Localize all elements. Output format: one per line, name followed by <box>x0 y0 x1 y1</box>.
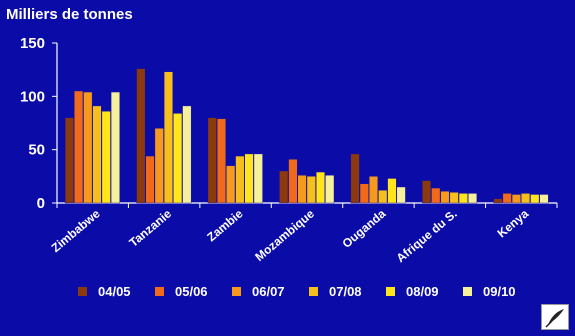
bar-09-10-zimbabwe <box>110 91 120 204</box>
bar-07-08-kenya <box>521 193 531 204</box>
bar-04-05-ouganda <box>350 153 360 204</box>
legend-swatch <box>463 287 472 296</box>
bar-08-09-tanzanie <box>173 113 183 204</box>
bar-04-05-afrique-du-s- <box>422 180 432 204</box>
bar-07-08-tanzanie <box>163 71 173 204</box>
bar-04-05-tanzanie <box>136 68 146 204</box>
bar-09-10-mozambique <box>325 175 335 204</box>
bar-07-08-ouganda <box>378 189 388 204</box>
legend-label: 09/10 <box>483 284 516 299</box>
bar-06-07-tanzanie <box>154 128 164 204</box>
x-category-label: Afrique du S. <box>394 207 460 266</box>
bar-05-06-tanzanie <box>145 155 155 204</box>
x-category-label: Tanzanie <box>126 206 174 249</box>
bar-05-06-ouganda <box>359 183 369 204</box>
legend-swatch <box>309 287 318 296</box>
x-category-label: Zambie <box>204 206 245 244</box>
legend-swatch <box>78 287 87 296</box>
y-tick-label: 50 <box>28 142 45 159</box>
bar-04-05-zambie <box>207 117 217 204</box>
legend-label: 07/08 <box>329 284 362 299</box>
bar-09-10-ouganda <box>396 186 406 204</box>
bar-08-09-afrique-du-s- <box>458 193 468 204</box>
leaf-stamp-icon <box>541 304 569 330</box>
legend-label: 08/09 <box>406 284 439 299</box>
legend-label: 04/05 <box>98 284 131 299</box>
bar-07-08-zimbabwe <box>92 105 102 204</box>
bar-07-08-afrique-du-s- <box>449 192 459 204</box>
bar-05-06-afrique-du-s- <box>431 187 441 204</box>
x-category-label: Zimbabwe <box>49 206 103 255</box>
bar-07-08-zambie <box>235 155 245 204</box>
bar-05-06-mozambique <box>288 159 298 204</box>
bar-04-05-kenya <box>493 198 503 204</box>
legend-swatch <box>386 287 395 296</box>
legend-label: 05/06 <box>175 284 208 299</box>
y-tick-label: 100 <box>20 88 45 105</box>
logo-graphic <box>545 309 564 328</box>
x-category-label: Ouganda <box>340 206 389 250</box>
bar-05-06-zambie <box>216 118 226 204</box>
bar-08-09-mozambique <box>316 171 326 204</box>
bar-06-07-mozambique <box>297 175 307 204</box>
bar-08-09-zimbabwe <box>101 111 111 204</box>
legend-swatch <box>155 287 164 296</box>
bar-06-07-zimbabwe <box>83 91 93 204</box>
bar-05-06-kenya <box>502 193 512 204</box>
bar-06-07-ouganda <box>369 176 379 204</box>
bar-09-10-kenya <box>539 194 549 204</box>
y-tick-label: 150 <box>20 35 45 52</box>
bar-06-07-afrique-du-s- <box>440 191 450 204</box>
bar-06-07-kenya <box>511 194 521 204</box>
bar-09-10-zambie <box>253 153 263 204</box>
bar-04-05-zimbabwe <box>64 117 74 204</box>
y-axis-unit-label: Milliers de tonnes <box>6 6 133 23</box>
legend-swatch <box>232 287 241 296</box>
bar-09-10-tanzanie <box>182 105 192 204</box>
bar-08-09-ouganda <box>387 178 397 204</box>
x-category-label: Kenya <box>495 206 532 240</box>
x-category-label: Mozambique <box>252 206 317 264</box>
bar-08-09-zambie <box>244 153 254 204</box>
bar-08-09-kenya <box>530 194 540 204</box>
bar-07-08-mozambique <box>306 176 316 204</box>
bar-09-10-afrique-du-s- <box>468 193 478 204</box>
bar-05-06-zimbabwe <box>74 90 84 204</box>
legend-label: 06/07 <box>252 284 285 299</box>
y-tick-label: 0 <box>37 195 45 212</box>
bar-06-07-zambie <box>226 165 236 204</box>
bar-04-05-mozambique <box>279 170 289 204</box>
